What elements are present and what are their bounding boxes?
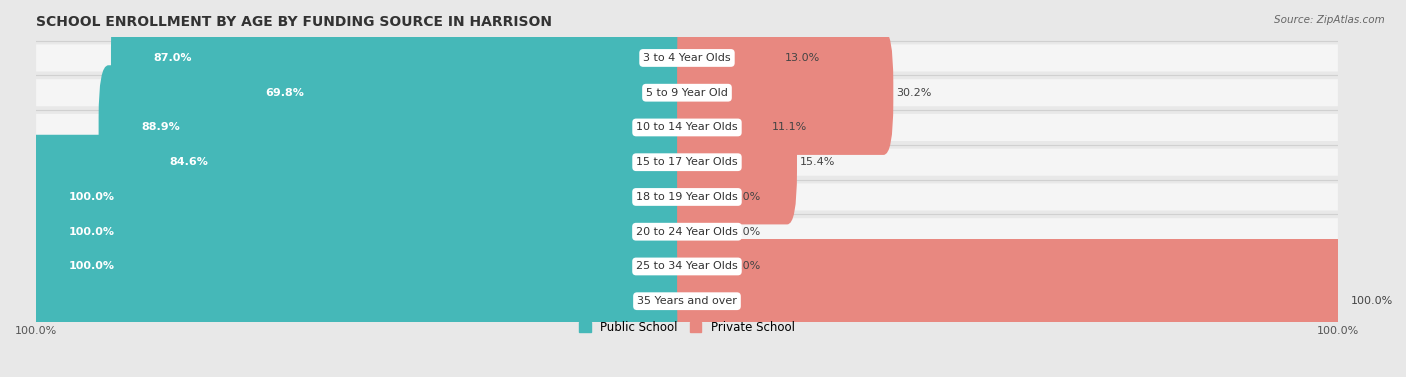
Text: 3 to 4 Year Olds: 3 to 4 Year Olds <box>643 53 731 63</box>
Text: 69.8%: 69.8% <box>266 88 304 98</box>
FancyBboxPatch shape <box>678 31 893 155</box>
Text: 15.4%: 15.4% <box>800 157 835 167</box>
Text: SCHOOL ENROLLMENT BY AGE BY FUNDING SOURCE IN HARRISON: SCHOOL ENROLLMENT BY AGE BY FUNDING SOUR… <box>37 15 553 29</box>
FancyBboxPatch shape <box>678 135 730 259</box>
Text: 10 to 14 Year Olds: 10 to 14 Year Olds <box>636 123 738 132</box>
Text: 13.0%: 13.0% <box>785 53 820 63</box>
Text: 5 to 9 Year Old: 5 to 9 Year Old <box>645 88 728 98</box>
Text: 18 to 19 Year Olds: 18 to 19 Year Olds <box>636 192 738 202</box>
Text: 84.6%: 84.6% <box>169 157 208 167</box>
FancyBboxPatch shape <box>678 100 797 224</box>
Text: 0.0%: 0.0% <box>733 262 761 271</box>
Text: 25 to 34 Year Olds: 25 to 34 Year Olds <box>636 262 738 271</box>
Text: 100.0%: 100.0% <box>69 262 115 271</box>
FancyBboxPatch shape <box>37 183 1339 210</box>
FancyBboxPatch shape <box>27 170 697 294</box>
Text: Source: ZipAtlas.com: Source: ZipAtlas.com <box>1274 15 1385 25</box>
FancyBboxPatch shape <box>37 114 1339 141</box>
FancyBboxPatch shape <box>37 149 1339 176</box>
FancyBboxPatch shape <box>127 100 697 224</box>
FancyBboxPatch shape <box>678 0 782 120</box>
FancyBboxPatch shape <box>27 135 697 259</box>
FancyBboxPatch shape <box>37 79 1339 106</box>
Text: 0.0%: 0.0% <box>733 227 761 237</box>
FancyBboxPatch shape <box>37 218 1339 245</box>
FancyBboxPatch shape <box>37 44 1339 72</box>
Text: 0.0%: 0.0% <box>733 192 761 202</box>
FancyBboxPatch shape <box>678 170 730 294</box>
FancyBboxPatch shape <box>37 253 1339 280</box>
Text: 20 to 24 Year Olds: 20 to 24 Year Olds <box>636 227 738 237</box>
FancyBboxPatch shape <box>678 239 697 363</box>
Text: 87.0%: 87.0% <box>153 53 191 63</box>
Text: 100.0%: 100.0% <box>69 192 115 202</box>
FancyBboxPatch shape <box>224 31 697 155</box>
Text: 88.9%: 88.9% <box>141 123 180 132</box>
FancyBboxPatch shape <box>111 0 697 120</box>
FancyBboxPatch shape <box>678 65 769 190</box>
Text: 30.2%: 30.2% <box>897 88 932 98</box>
FancyBboxPatch shape <box>27 204 697 329</box>
Text: 35 Years and over: 35 Years and over <box>637 296 737 306</box>
Text: 100.0%: 100.0% <box>1351 296 1393 306</box>
Text: 15 to 17 Year Olds: 15 to 17 Year Olds <box>636 157 738 167</box>
FancyBboxPatch shape <box>678 239 1347 363</box>
FancyBboxPatch shape <box>678 204 730 329</box>
Legend: Public School, Private School: Public School, Private School <box>575 317 800 339</box>
Text: 100.0%: 100.0% <box>69 227 115 237</box>
FancyBboxPatch shape <box>98 65 697 190</box>
Text: 11.1%: 11.1% <box>772 123 807 132</box>
FancyBboxPatch shape <box>37 288 1339 315</box>
